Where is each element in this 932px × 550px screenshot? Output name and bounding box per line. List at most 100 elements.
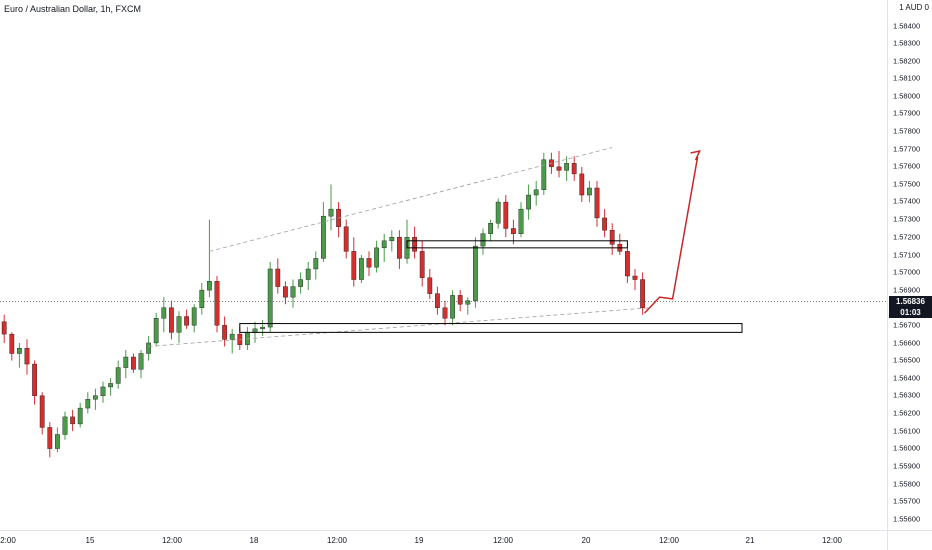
candle-body: [176, 316, 182, 333]
candle-body: [305, 268, 311, 280]
candle-body: [412, 237, 417, 252]
symbol-title[interactable]: Euro / Australian Dollar, 1h, FXCM: [4, 4, 142, 14]
time-label: 18: [249, 536, 259, 545]
price-tick: 1.55700: [893, 496, 921, 506]
candle-body: [594, 187, 600, 219]
price-tick: 1.57300: [893, 214, 921, 224]
candle: [328, 184, 334, 231]
price-tick: 1.57400: [893, 196, 921, 206]
candle-body: [252, 328, 258, 333]
candle-body: [214, 281, 220, 326]
candle: [108, 378, 114, 396]
trendline: [209, 147, 613, 252]
candle: [359, 254, 364, 284]
candle-body: [602, 217, 608, 231]
candle-body: [587, 187, 592, 196]
candle: [397, 230, 402, 269]
price-tick: 1.58000: [893, 91, 921, 101]
candle: [168, 300, 174, 340]
candle-body: [397, 237, 402, 259]
candle-body: [518, 208, 524, 234]
price-tick: 1.56700: [893, 320, 921, 330]
candle: [199, 283, 205, 315]
candle-body: [359, 258, 364, 280]
candle: [473, 237, 478, 308]
candle: [564, 156, 570, 181]
candle-body: [138, 353, 144, 370]
price-tick: 1.55800: [893, 479, 921, 489]
last-price-badge: 1.56836: [889, 296, 932, 307]
candle-body: [77, 407, 83, 425]
candle: [435, 286, 440, 315]
candle-body: [457, 295, 463, 305]
candle-body: [511, 228, 516, 234]
price-tick: 1.57100: [893, 250, 921, 260]
candle: [412, 226, 417, 259]
time-label: 20: [581, 536, 591, 545]
price-tick: 1.57700: [893, 144, 921, 154]
candle-body: [161, 307, 167, 319]
candle: [130, 353, 136, 373]
chart-canvas[interactable]: Euro / Australian Dollar, 1h, FXCM: [0, 0, 887, 530]
candle: [9, 332, 15, 361]
candle: [229, 328, 235, 354]
candle: [115, 360, 121, 389]
price-tick: 1.56000: [893, 443, 921, 453]
candle-body: [267, 268, 273, 328]
candle: [24, 339, 30, 375]
candle-body: [47, 427, 53, 449]
candle: [153, 312, 159, 347]
candle-body: [39, 395, 45, 428]
candle: [419, 240, 425, 287]
candle-body: [366, 258, 372, 268]
candle: [381, 233, 387, 262]
candle: [161, 297, 167, 333]
time-label: 15: [85, 536, 95, 545]
candle-body: [283, 286, 288, 298]
candle-body: [374, 247, 379, 268]
time-label: 21: [745, 536, 755, 545]
candle: [283, 281, 288, 305]
candle: [609, 223, 615, 255]
candle: [298, 272, 303, 294]
candle-body: [465, 300, 471, 305]
candle: [427, 268, 433, 299]
candlestick-chart[interactable]: [0, 0, 887, 530]
time-scale[interactable]: 2:00 15 12:00 18 12:00 19 12:00 20 12:00 21 12:00: [0, 530, 887, 550]
candle-body: [564, 163, 570, 171]
candle: [146, 335, 151, 361]
candle: [587, 180, 592, 203]
candle-body: [260, 326, 265, 330]
price-scale[interactable]: 1 AUD 0 1.58400 1.58300 1.58200 1.58100 1.58…: [887, 0, 932, 530]
candle-body: [100, 386, 106, 396]
time-label: 19: [414, 536, 424, 545]
candle-body: [199, 289, 205, 308]
candle: [62, 411, 68, 440]
candle-body: [328, 208, 334, 217]
candle: [518, 202, 524, 238]
candle: [138, 349, 144, 379]
candle: [343, 219, 349, 259]
candle: [336, 202, 341, 238]
candle-body: [488, 222, 493, 234]
candle: [176, 311, 182, 343]
candle-body: [389, 237, 395, 242]
projection-path: [644, 156, 699, 314]
candle-body: [533, 189, 539, 196]
candle-body: [55, 434, 60, 449]
candle: [374, 240, 379, 273]
candle: [488, 219, 493, 241]
candle: [92, 388, 98, 410]
candle: [275, 258, 281, 294]
candle-body: [108, 383, 114, 388]
price-tick: 1.55900: [893, 461, 921, 471]
time-label: 12:00: [161, 536, 183, 545]
currency-label[interactable]: 1 AUD 0: [899, 3, 929, 12]
candle-body: [435, 293, 440, 308]
candle-body: [343, 226, 349, 252]
candle: [389, 230, 395, 252]
candle-body: [503, 201, 509, 229]
candle: [267, 261, 273, 333]
candle-body: [92, 395, 98, 400]
candle-body: [275, 268, 281, 287]
